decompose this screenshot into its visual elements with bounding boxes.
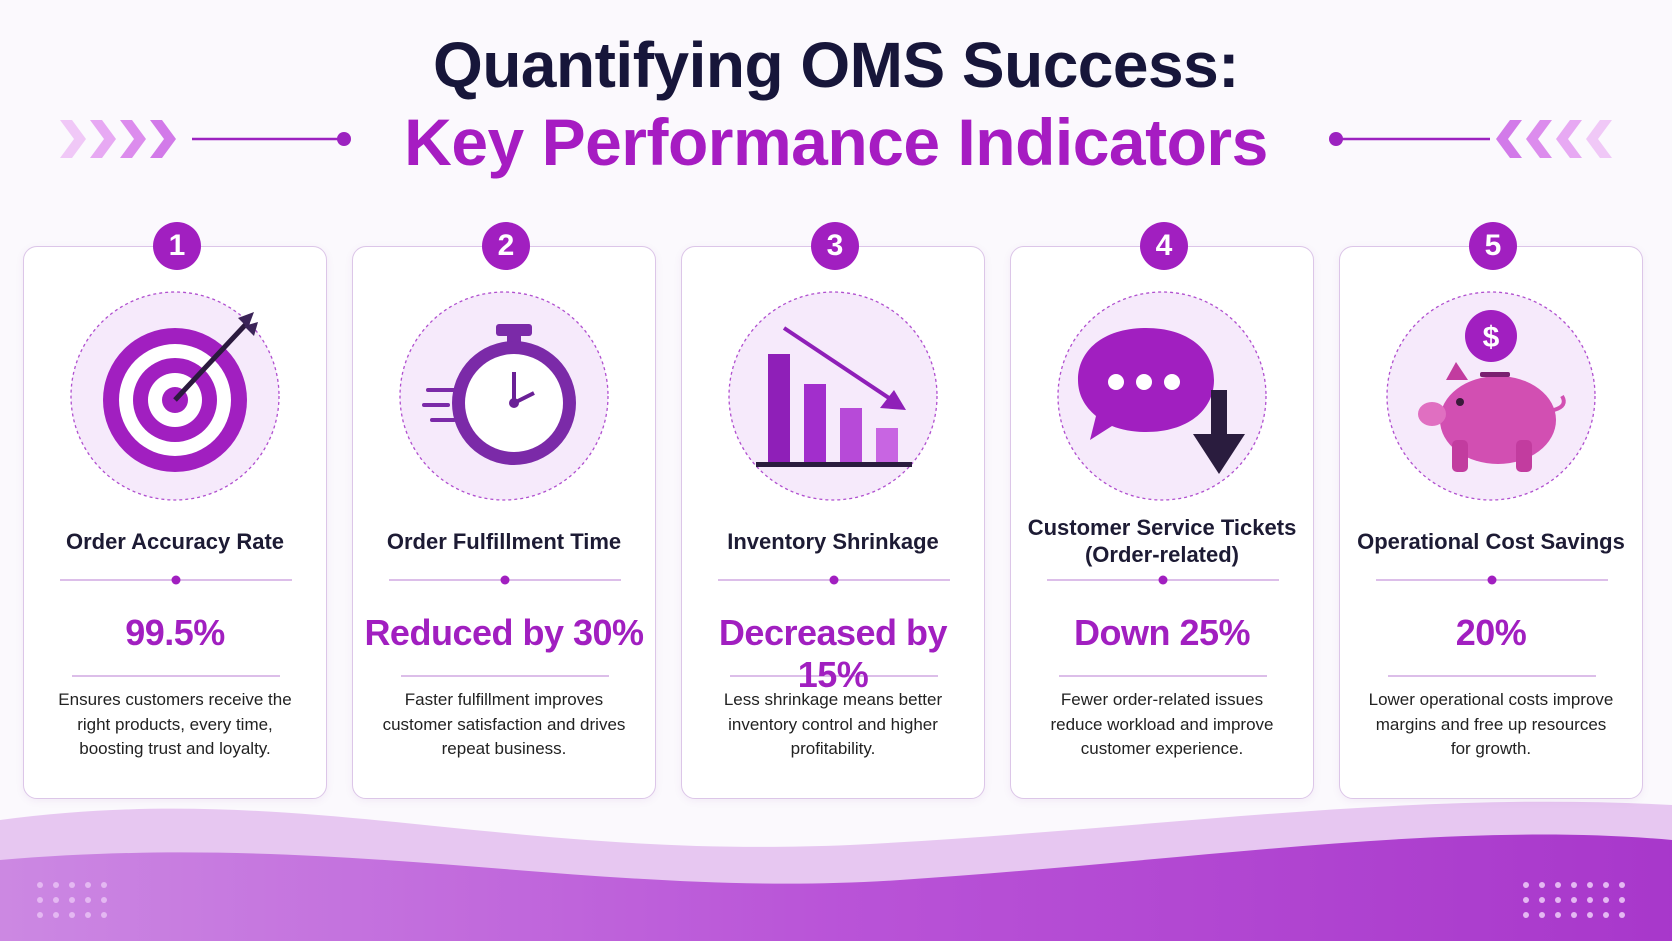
card-value: 20% bbox=[1455, 612, 1527, 653]
card-number: 4 bbox=[1140, 222, 1188, 270]
card-title: Operational Cost Savings bbox=[1357, 528, 1625, 554]
card-value: Reduced by 30% bbox=[364, 612, 644, 653]
card-description: Faster fulfillment improves customer sat… bbox=[382, 690, 626, 758]
dots bbox=[37, 882, 1625, 918]
card-value: Down 25% bbox=[1073, 612, 1251, 653]
card-number: 1 bbox=[153, 222, 201, 270]
title: Quantifying OMS Success: bbox=[433, 29, 1239, 101]
card-value: Decreased by 15% bbox=[718, 612, 948, 695]
card-title: Order Fulfillment Time bbox=[386, 528, 622, 554]
card-number: 3 bbox=[811, 222, 859, 270]
card-description: Fewer order-related issues reduce worklo… bbox=[1050, 690, 1274, 758]
card-number: 5 bbox=[1469, 222, 1517, 270]
card-value: 99.5% bbox=[125, 612, 225, 653]
card-number: 2 bbox=[482, 222, 530, 270]
card-description: Lower operational costs improve margins … bbox=[1368, 690, 1614, 758]
wave bbox=[0, 834, 1672, 941]
card-description: Less shrinkage means better inventory co… bbox=[723, 690, 943, 758]
card-title: Inventory Shrinkage bbox=[727, 528, 939, 554]
card-description: Ensures customers receive the right prod… bbox=[58, 690, 292, 758]
card-title: Order Accuracy Rate bbox=[65, 528, 285, 554]
header-decoration bbox=[60, 120, 1612, 158]
card-title: Customer Service Tickets (Order-related) bbox=[1027, 515, 1297, 567]
subtitle: Key Performance Indicators bbox=[404, 105, 1268, 179]
